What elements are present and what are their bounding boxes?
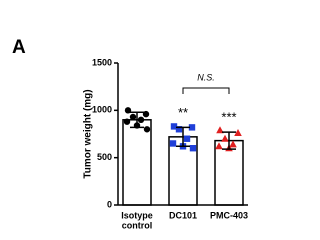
data-point bbox=[188, 124, 196, 131]
x-tick-label: PMC-403 bbox=[210, 210, 248, 220]
y-axis-label: Tumor weight (mg) bbox=[83, 89, 94, 178]
data-point bbox=[183, 135, 191, 142]
data-point bbox=[216, 126, 224, 134]
significance-label: ** bbox=[178, 105, 188, 120]
data-point bbox=[169, 140, 177, 147]
y-tick-label: 500 bbox=[97, 152, 112, 162]
bracket bbox=[182, 87, 230, 94]
y-tick-label: 1000 bbox=[92, 105, 112, 115]
data-point bbox=[143, 126, 151, 133]
error-bar bbox=[176, 126, 190, 148]
bracket-label: N.S. bbox=[197, 72, 215, 82]
data-point bbox=[142, 110, 150, 118]
data-point bbox=[123, 118, 131, 125]
error-bar bbox=[130, 111, 144, 129]
x-tick-label: Isotype bbox=[121, 210, 153, 220]
data-point bbox=[189, 145, 197, 152]
data-point bbox=[175, 126, 183, 133]
y-tick-label: 0 bbox=[107, 199, 112, 209]
data-point bbox=[229, 140, 237, 148]
chart: A Tumor weight (mg) 0 500 1000 1500 Isotypec… bbox=[12, 37, 248, 230]
data-point bbox=[124, 107, 132, 114]
panel-label: A bbox=[12, 37, 26, 58]
data-point bbox=[215, 142, 223, 150]
bar bbox=[122, 119, 152, 206]
x-tick-label: DC101 bbox=[169, 210, 197, 220]
y-tick-label: 1500 bbox=[92, 57, 112, 67]
error-bar bbox=[222, 131, 236, 150]
x-tick-label: control bbox=[122, 220, 153, 230]
data-point bbox=[137, 116, 145, 124]
data-point bbox=[221, 134, 229, 142]
data-point bbox=[129, 113, 137, 121]
significance-label: *** bbox=[221, 110, 236, 125]
data-point bbox=[234, 129, 242, 137]
bar bbox=[214, 139, 244, 206]
data-point bbox=[170, 123, 178, 130]
